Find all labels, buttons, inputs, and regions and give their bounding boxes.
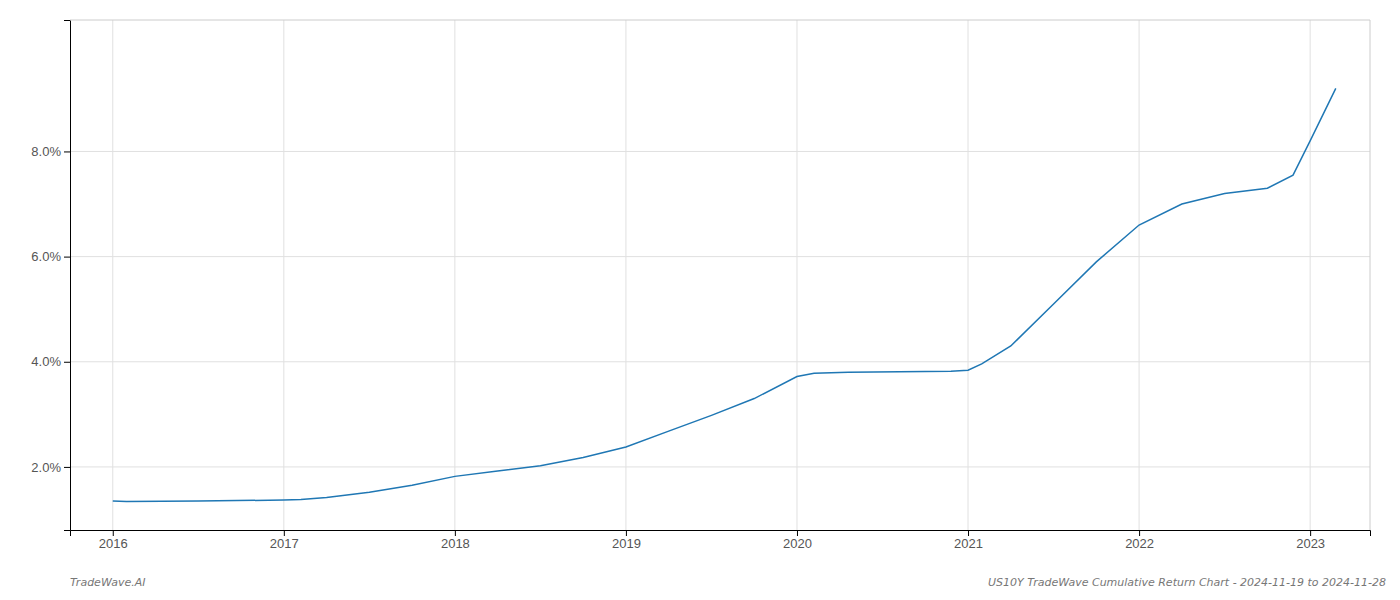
- footer-text: US10Y TradeWave Cumulative Return Chart …: [988, 576, 1386, 589]
- y-tick-label: 6.0%: [31, 249, 61, 264]
- y-tick-label: 8.0%: [31, 144, 61, 159]
- x-tick-mark: [113, 530, 114, 536]
- grid-line-x: [1310, 20, 1311, 530]
- x-tick: 2016: [99, 530, 128, 551]
- x-tick-label: 2021: [954, 536, 983, 551]
- x-tick-mark: [968, 530, 969, 536]
- y-tick-mark: [64, 151, 70, 152]
- x-tick: 2020: [783, 530, 812, 551]
- marks: [113, 88, 1336, 501]
- y-axis: 2.0% 4.0% 6.0% 8.0%: [31, 21, 70, 531]
- plot: 2016 2017 2018 2019 2020 2021 2022 2023 2.0% 4.0%…: [31, 20, 1370, 551]
- x-tick-label: 2022: [1125, 536, 1154, 551]
- y-tick: 6.0%: [31, 249, 70, 264]
- y-tick-mark: [64, 257, 70, 258]
- x-tick-label: 2017: [270, 536, 299, 551]
- x-tick: 2018: [441, 530, 470, 551]
- x-tick-mark: [455, 530, 456, 536]
- y-tick-mark: [64, 467, 70, 468]
- grid-line-x: [1139, 20, 1140, 530]
- x-axis-line: [71, 531, 1371, 537]
- grid-line-y: [70, 466, 1370, 467]
- y-tick-label: 2.0%: [31, 460, 61, 475]
- x-tick-label: 2023: [1296, 536, 1325, 551]
- x-tick-mark: [1310, 530, 1311, 536]
- y-tick-label: 4.0%: [31, 354, 61, 369]
- grid-line-y: [70, 361, 1370, 362]
- grid-line-x: [796, 20, 797, 530]
- grid-line-x: [454, 20, 455, 530]
- x-tick-label: 2020: [783, 536, 812, 551]
- x-tick: 2019: [612, 530, 641, 551]
- grid: [70, 20, 1370, 530]
- x-tick-label: 2019: [612, 536, 641, 551]
- y-axis-line: [64, 21, 71, 531]
- x-tick-mark: [1139, 530, 1140, 536]
- x-tick-label: 2018: [441, 536, 470, 551]
- grid-line-x: [625, 20, 626, 530]
- grid-line-x: [283, 20, 284, 530]
- x-tick: 2021: [954, 530, 983, 551]
- x-tick-mark: [626, 530, 627, 536]
- x-tick: 2023: [1296, 530, 1325, 551]
- y-tick-mark: [64, 362, 70, 363]
- chart: 2016 2017 2018 2019 2020 2021 2022 2023 2.0% 4.0%…: [0, 0, 1400, 600]
- x-tick-label: 2016: [99, 536, 128, 551]
- y-tick: 2.0%: [31, 460, 70, 475]
- y-tick: 8.0%: [31, 144, 70, 159]
- grid-line-x: [112, 20, 113, 530]
- y-tick: 4.0%: [31, 354, 70, 369]
- x-tick-mark: [284, 530, 285, 536]
- x-tick: 2022: [1125, 530, 1154, 551]
- frame-top: [70, 20, 1370, 21]
- x-tick: 2017: [270, 530, 299, 551]
- footer-text: TradeWave.AI: [70, 576, 145, 589]
- frame-right: [1370, 20, 1371, 530]
- x-axis: 2016 2017 2018 2019 2020 2021 2022 2023: [71, 530, 1371, 551]
- grid-line-x: [968, 20, 969, 530]
- grid-line-y: [70, 151, 1370, 152]
- line: [113, 88, 1336, 501]
- x-tick-mark: [797, 530, 798, 536]
- grid-line-y: [70, 256, 1370, 257]
